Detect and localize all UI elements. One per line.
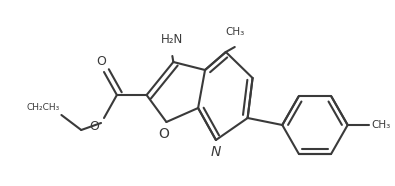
Text: N: N	[211, 145, 221, 159]
Text: CH₃: CH₃	[225, 27, 245, 37]
Text: O: O	[158, 127, 169, 141]
Text: O: O	[96, 55, 106, 68]
Text: CH₃: CH₃	[371, 120, 391, 130]
Text: H₂N: H₂N	[161, 33, 183, 46]
Text: CH₂CH₃: CH₂CH₃	[26, 103, 59, 112]
Text: O: O	[89, 120, 99, 133]
